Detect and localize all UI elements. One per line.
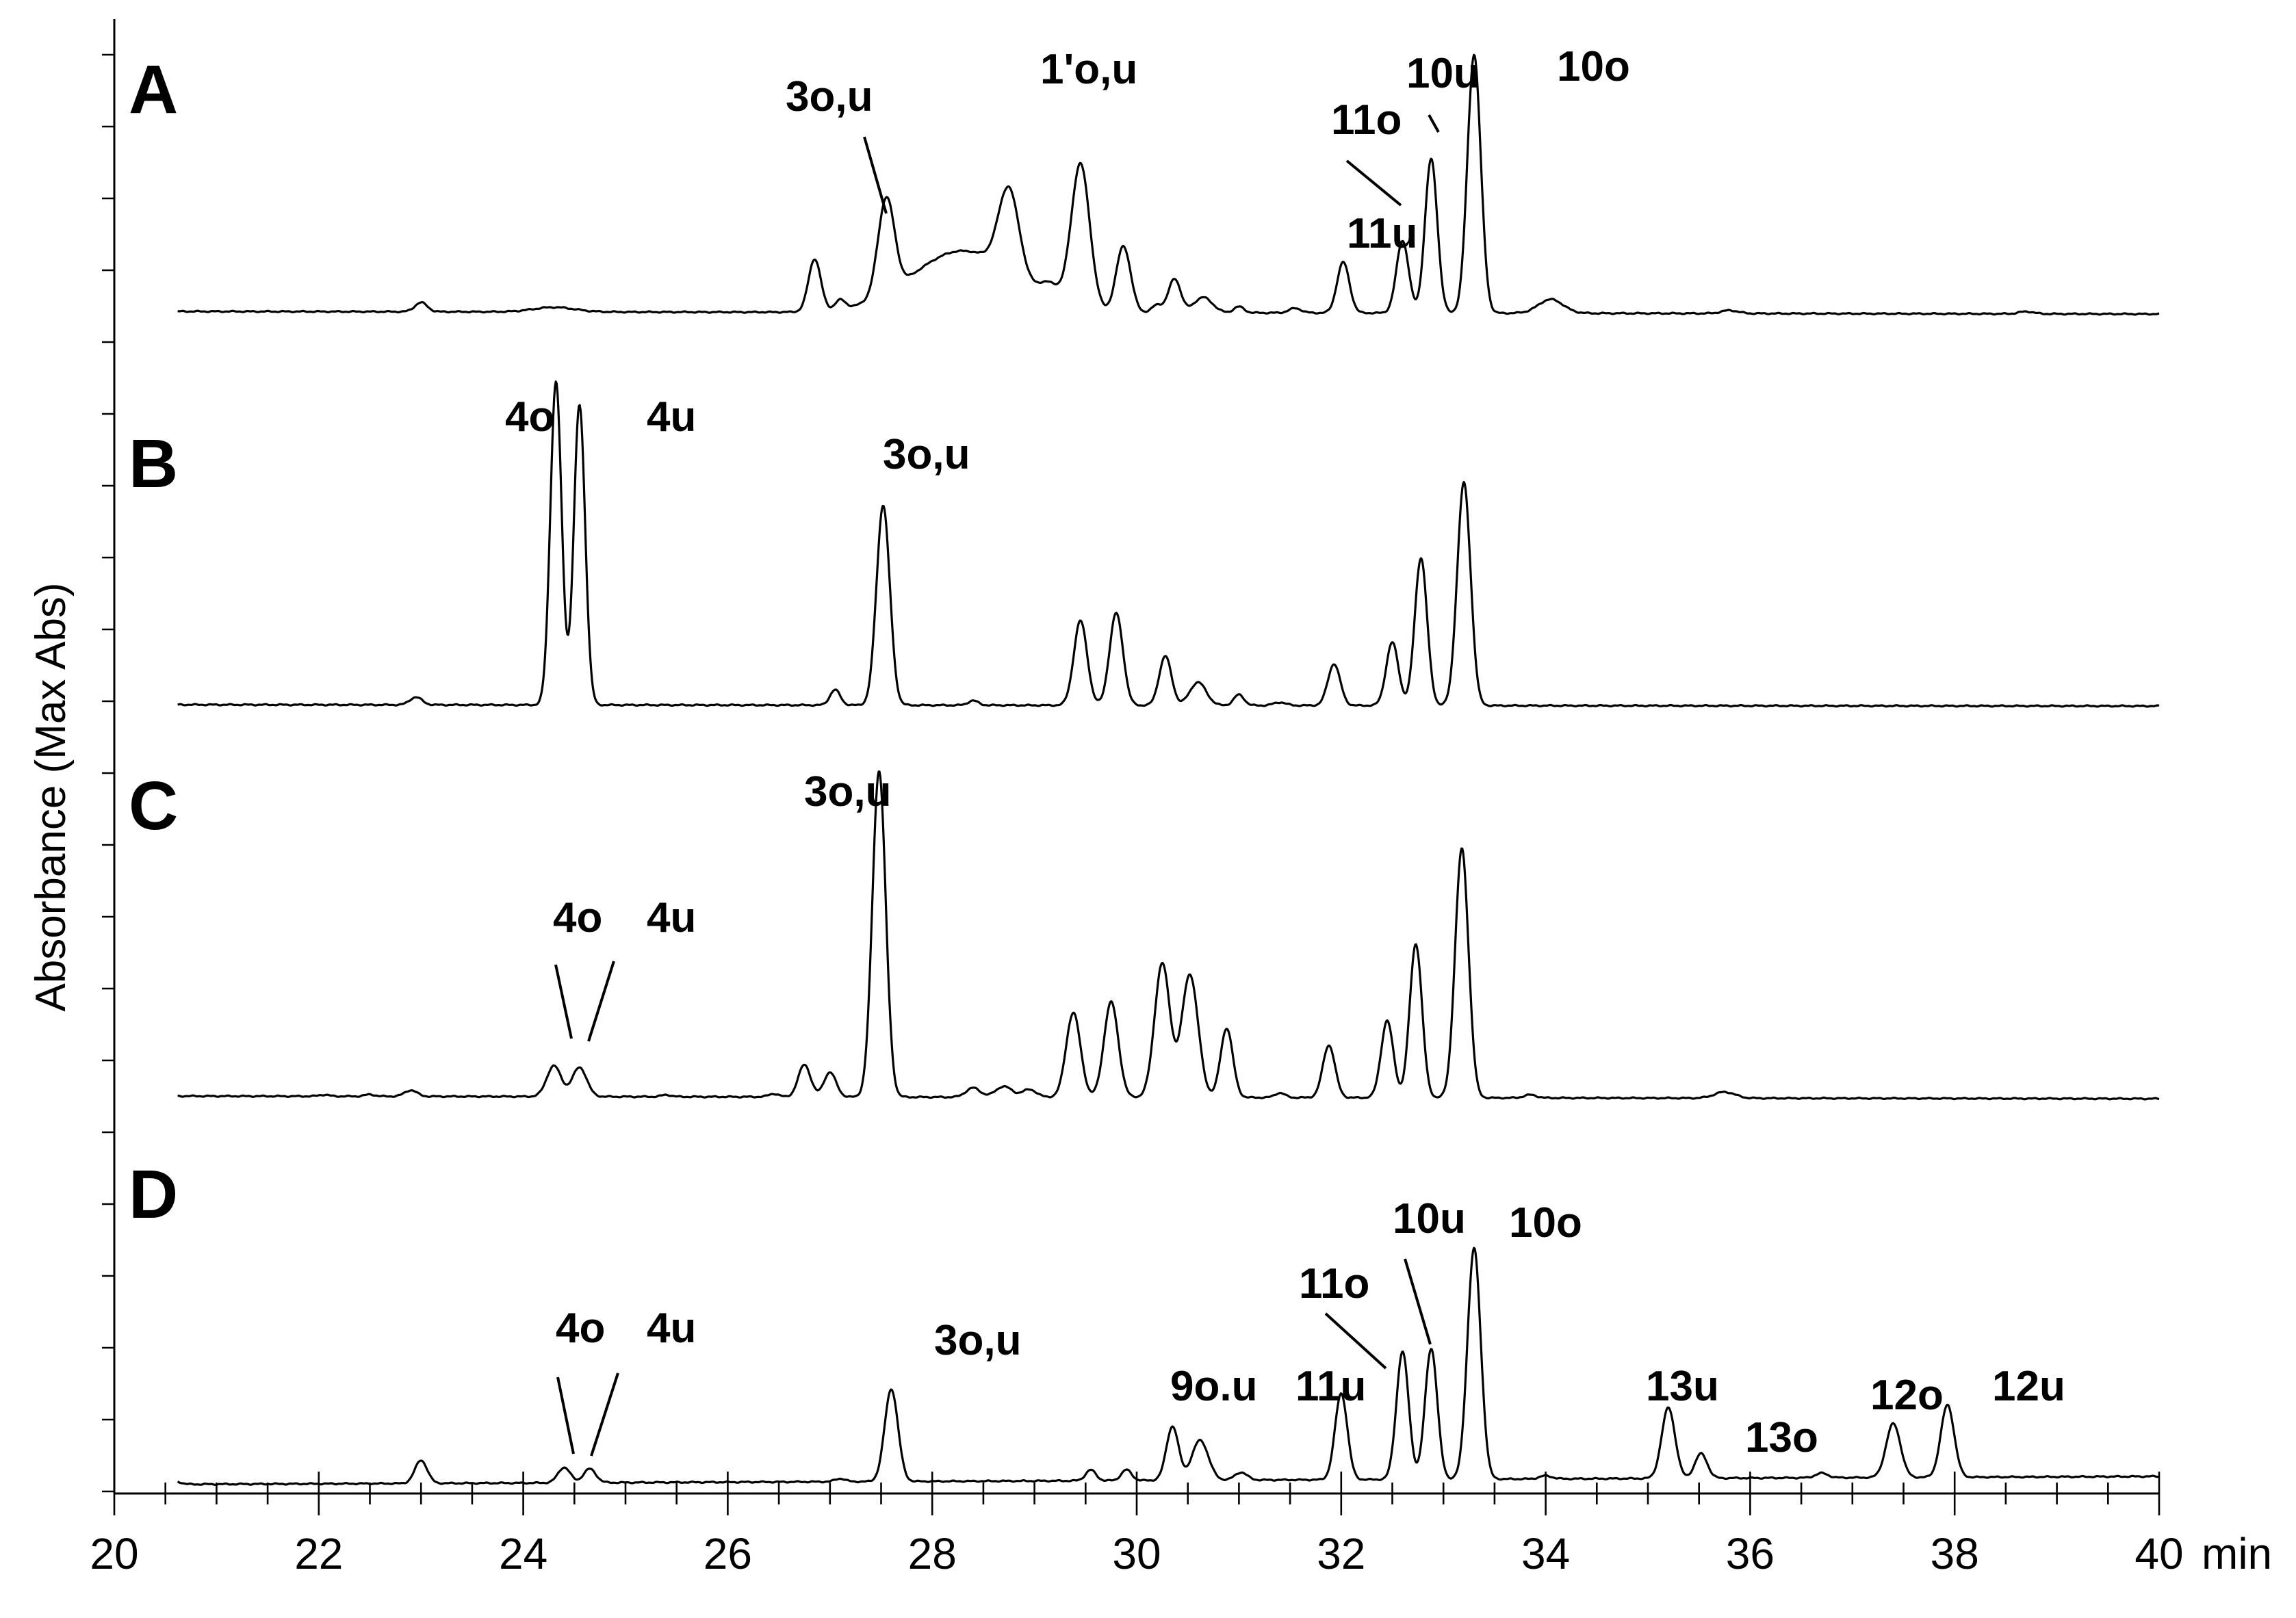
peak-label: 4o — [553, 894, 602, 941]
leader-line — [587, 961, 615, 1042]
panel-letter-d: D — [129, 1156, 178, 1233]
peak-label: 1'o,u — [1040, 46, 1137, 93]
peak-label: 3o,u — [804, 768, 891, 815]
peak-label: 10u — [1393, 1195, 1466, 1242]
peak-label: 3o,u — [786, 73, 873, 120]
peak-label: 4o — [505, 393, 554, 441]
x-tick-label: 30 — [1112, 1529, 1161, 1578]
peak-label: 3o,u — [883, 431, 970, 478]
trace-c — [177, 770, 2160, 1101]
peak-label: 13u — [1646, 1363, 1719, 1410]
x-tick-label: 36 — [1726, 1529, 1775, 1578]
panel-letter-c: C — [129, 768, 178, 844]
x-tick-label: 24 — [499, 1529, 547, 1578]
traces — [177, 53, 2160, 1486]
peak-label: 11o — [1299, 1260, 1369, 1307]
y-axis-title: Absorbance (Max Abs) — [27, 582, 75, 1011]
leader-line — [554, 964, 573, 1039]
trace-a — [177, 53, 2160, 316]
leader-line — [590, 1372, 619, 1457]
leader-line — [863, 136, 888, 214]
peak-label: 10o — [1557, 43, 1630, 90]
peak-label: 4u — [647, 894, 696, 941]
trace-d — [177, 1247, 2160, 1486]
leader-line — [1345, 159, 1402, 207]
peak-label: 11u — [1347, 210, 1417, 257]
axes: 20 22 24 26 28 30 32 34 36 38 40 min — [90, 19, 2272, 1578]
leader-line — [1404, 1258, 1432, 1345]
peak-label: 12u — [1992, 1363, 2065, 1410]
peak-label: 3o,u — [934, 1317, 1021, 1364]
x-tick-label: 28 — [908, 1529, 957, 1578]
x-tick-label: 22 — [294, 1529, 343, 1578]
x-tick-label: 26 — [704, 1529, 752, 1578]
x-tick-label: 34 — [1521, 1529, 1570, 1578]
peak-label: 10o — [1509, 1199, 1582, 1247]
peak-label: 9o.u — [1170, 1363, 1257, 1410]
panel-letter-b: B — [129, 426, 178, 502]
leader-line — [1324, 1312, 1387, 1370]
trace-b — [177, 380, 2160, 708]
peak-label: 12o — [1870, 1372, 1944, 1419]
peak-label: 11u — [1295, 1363, 1366, 1410]
peak-label: 11o — [1331, 96, 1402, 144]
peak-label: 4o — [556, 1305, 605, 1352]
leader-line — [1428, 114, 1440, 133]
x-tick-label: 40 — [2134, 1529, 2183, 1578]
peak-label: 4u — [647, 1305, 696, 1352]
peak-label: 13o — [1745, 1414, 1818, 1461]
x-tick-label: 32 — [1317, 1529, 1365, 1578]
peak-label: 10u — [1406, 50, 1480, 97]
leader-line — [556, 1376, 575, 1454]
peak-label: 4u — [647, 393, 696, 441]
x-unit-label: min — [2202, 1529, 2272, 1578]
x-tick-label: 20 — [90, 1529, 138, 1578]
panel-letter-a: A — [129, 51, 178, 128]
x-tick-label: 38 — [1931, 1529, 1979, 1578]
